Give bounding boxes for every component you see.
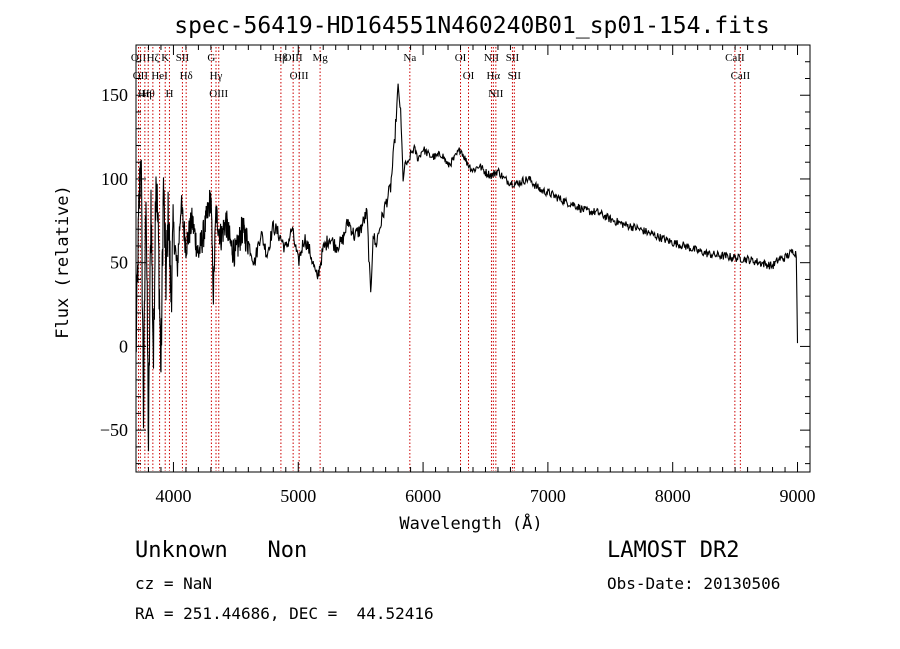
line-marker-label: HeI (151, 70, 168, 82)
line-marker-label: Hζ (147, 52, 160, 64)
survey-name: LAMOST DR2 (607, 538, 740, 563)
x-tick-label: 5000 (280, 486, 316, 506)
line-marker-label: Na (403, 52, 416, 64)
line-marker-label: Hγ (210, 70, 223, 82)
plot-frame (135, 44, 811, 473)
spectral-class: Unknown Non (135, 538, 308, 563)
line-marker-label: Hα (486, 70, 500, 82)
redshift-cz: cz = NaN (135, 574, 213, 593)
line-marker-label: OI (463, 70, 475, 82)
line-marker-label: K (161, 52, 169, 64)
emission-line-markers: OIIOIIHηHθHζHeIKHSIIHδGHγOIIIHβOIIIOIIIM… (131, 47, 751, 471)
y-tick-label: 0 (119, 336, 128, 356)
line-marker-label: CaII (731, 70, 751, 82)
plot-axes (135, 44, 811, 473)
y-tick-label: 100 (101, 169, 128, 189)
line-marker-label: OI (455, 52, 467, 64)
x-tick-label: 9000 (780, 486, 816, 506)
chart-title: spec-56419-HD164551N460240B01_sp01-154.f… (174, 13, 769, 39)
line-marker-label: Hθ (142, 88, 155, 100)
line-marker-label: SII (508, 70, 522, 82)
line-marker-label: OII (133, 70, 149, 82)
x-tick-label: 8000 (655, 486, 691, 506)
line-marker-label: NII (488, 88, 504, 100)
spectrum-line (135, 83, 799, 452)
ra-dec-coordinates: RA = 251.44686, DEC = 44.52416 (135, 604, 434, 623)
line-marker-label: NII (484, 52, 500, 64)
y-tick-label: −50 (100, 420, 128, 440)
tick-labels: 4000 5000 6000 7000 8000 9000 −50 0 50 100 150 (100, 85, 816, 506)
y-tick-label: 50 (110, 253, 128, 273)
line-marker-label: OII (131, 52, 147, 64)
line-marker-label: OIII (284, 52, 303, 64)
y-tick-label: 150 (101, 85, 128, 105)
line-marker-label: OIII (209, 88, 228, 100)
x-tick-label: 4000 (155, 486, 191, 506)
line-marker-label: G (207, 52, 215, 64)
line-marker-label: Mg (312, 52, 328, 64)
line-marker-label: SII (176, 52, 190, 64)
line-marker-label: Hβ (274, 52, 288, 64)
x-tick-label: 6000 (405, 486, 441, 506)
spectrum-series (135, 83, 799, 452)
line-marker-label: CaII (725, 52, 745, 64)
x-axis-label: Wavelength (Å) (399, 512, 542, 534)
x-tick-label: 7000 (530, 486, 566, 506)
y-axis-label: Flux (relative) (53, 185, 73, 339)
line-marker-label: OIII (290, 70, 309, 82)
line-marker-label: H (165, 88, 173, 100)
line-marker-label: Hδ (180, 70, 193, 82)
line-marker-label: SII (506, 52, 520, 64)
observation-date: Obs-Date: 20130506 (607, 574, 781, 593)
